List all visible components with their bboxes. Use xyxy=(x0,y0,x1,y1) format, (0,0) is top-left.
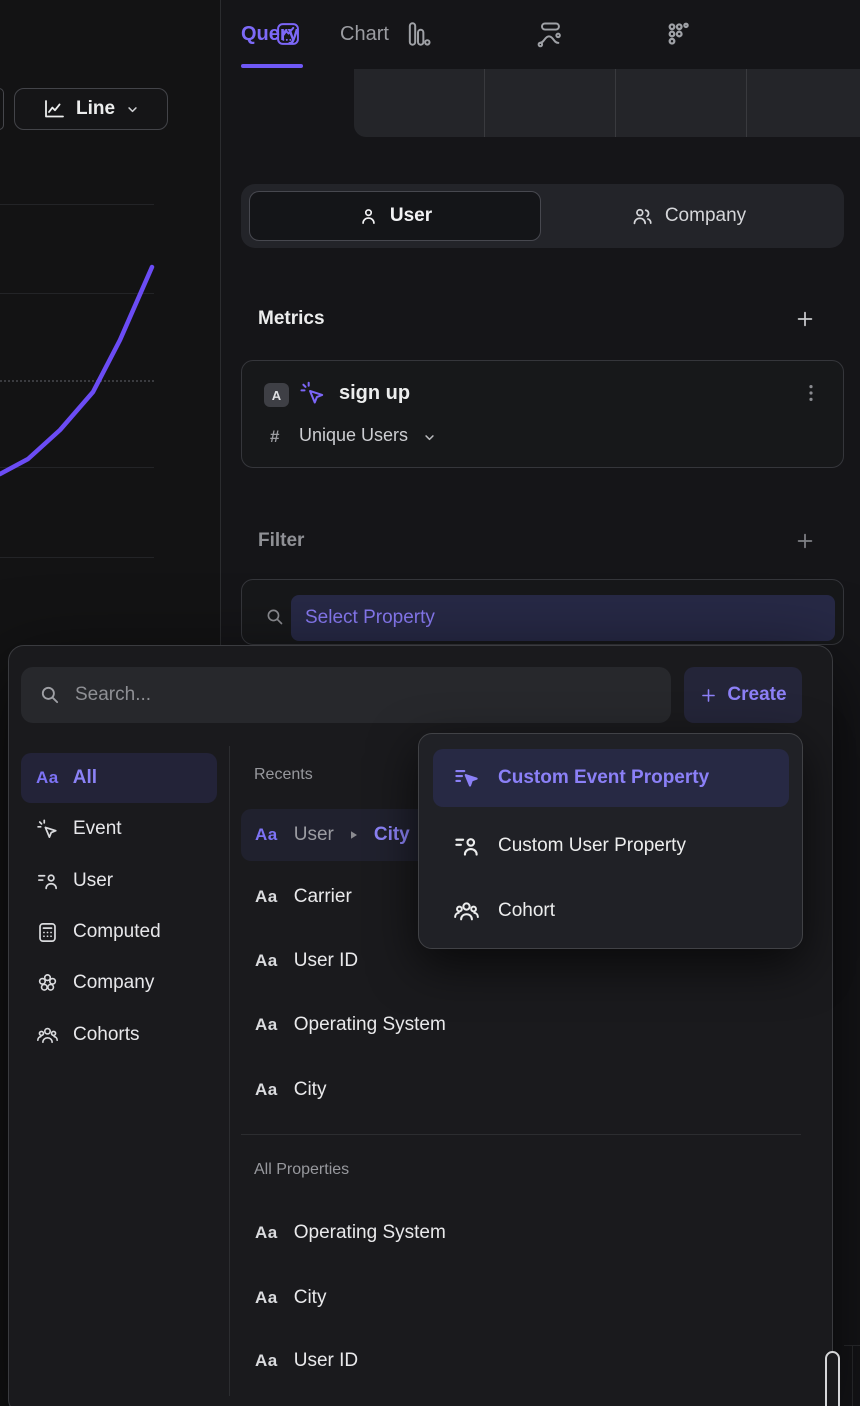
chevron-down-icon xyxy=(125,102,140,117)
picker-divider xyxy=(229,746,230,1396)
metrics-heading: Metrics xyxy=(258,308,325,329)
retention-tab-icon[interactable] xyxy=(665,20,693,48)
cropped-button-fragment xyxy=(0,88,4,130)
person-icon xyxy=(358,206,379,227)
funnels-tab-icon[interactable] xyxy=(404,20,432,48)
flows-tab-icon[interactable] xyxy=(535,20,563,48)
chart-type-label: Line xyxy=(75,98,116,119)
category-event[interactable]: Event xyxy=(21,804,217,854)
create-custom-event-property[interactable]: Custom Event Property xyxy=(433,749,789,807)
recents-heading: Recents xyxy=(254,766,313,783)
filter-card: Select Property xyxy=(241,579,844,645)
chart-gridline xyxy=(0,204,154,205)
cohort-icon xyxy=(453,898,480,925)
aa-type-icon: Aa xyxy=(255,951,278,970)
background-card-edge xyxy=(852,1345,853,1406)
chart-gridline xyxy=(0,293,154,294)
chart-type-tabs-strip xyxy=(354,69,860,137)
tab-chart[interactable]: Chart xyxy=(340,23,389,45)
recent-property[interactable]: Aa City xyxy=(255,1079,327,1100)
toggle-user-label: User xyxy=(389,205,433,226)
toggle-user[interactable]: User xyxy=(249,191,541,241)
company-icon xyxy=(36,972,59,995)
list-section-divider xyxy=(241,1134,801,1135)
people-icon xyxy=(631,205,654,228)
tab-query[interactable]: Query xyxy=(241,23,299,45)
metric-letter-badge: A xyxy=(264,383,289,407)
plus-icon xyxy=(699,686,718,705)
chart-type-dropdown[interactable]: Line xyxy=(14,88,168,130)
user-property-icon xyxy=(36,870,59,893)
all-property[interactable]: Aa City xyxy=(255,1287,327,1308)
chevron-down-icon xyxy=(422,430,437,445)
kebab-menu-icon[interactable] xyxy=(799,381,823,405)
aa-type-icon: Aa xyxy=(255,1223,278,1242)
custom-user-property-icon xyxy=(453,833,480,860)
aa-type-icon: Aa xyxy=(255,1015,278,1034)
create-custom-user-property[interactable]: Custom User Property xyxy=(433,820,789,872)
picker-search-box xyxy=(21,667,671,723)
picker-search-input[interactable] xyxy=(73,667,653,723)
aa-type-icon: Aa xyxy=(255,887,278,906)
chart-gridline xyxy=(0,467,154,468)
chart-gridline xyxy=(0,557,154,558)
recent-property[interactable]: Aa Carrier xyxy=(255,886,352,907)
cohorts-icon xyxy=(36,1024,59,1047)
chart-canvas: Line xyxy=(0,0,220,645)
add-metric-button[interactable] xyxy=(794,308,816,330)
recent-property[interactable]: Aa Operating System xyxy=(255,1014,446,1035)
all-properties-heading: All Properties xyxy=(254,1161,350,1178)
aa-type-icon: Aa xyxy=(255,1288,278,1307)
aa-type-icon: Aa xyxy=(255,1351,278,1370)
all-property[interactable]: Aa Operating System xyxy=(255,1222,446,1243)
aa-type-icon: Aa xyxy=(36,768,59,787)
create-cohort[interactable]: Cohort xyxy=(433,885,789,937)
entity-toggle: User Company xyxy=(241,184,844,248)
all-property[interactable]: Aa User ID xyxy=(255,1350,359,1371)
event-icon xyxy=(299,380,326,407)
breadcrumb-arrow-icon xyxy=(350,830,358,840)
event-icon xyxy=(36,818,59,841)
active-tab-underline xyxy=(241,64,303,68)
create-menu: Custom Event Property Custom User Proper… xyxy=(418,733,803,949)
metric-event-name: sign up xyxy=(339,382,411,404)
insights-tab-icon[interactable] xyxy=(274,20,302,48)
toggle-company[interactable]: Company xyxy=(541,191,836,241)
create-button[interactable]: Create xyxy=(684,667,802,723)
search-icon xyxy=(264,606,285,627)
metric-card[interactable]: A sign up # Unique Users xyxy=(241,360,844,468)
select-property-placeholder: Select Property xyxy=(305,607,435,628)
category-company[interactable]: Company xyxy=(21,958,217,1008)
line-chart-icon xyxy=(42,97,66,121)
aggregation-selector[interactable]: Unique Users xyxy=(299,425,409,445)
toggle-company-label: Company xyxy=(664,205,747,226)
aggregation-symbol: # xyxy=(270,427,280,446)
scrollbar-thumb[interactable] xyxy=(825,1351,840,1406)
computed-icon xyxy=(36,921,59,944)
category-cohorts[interactable]: Cohorts xyxy=(21,1010,217,1060)
create-button-label: Create xyxy=(727,684,787,705)
filter-heading: Filter xyxy=(258,530,305,551)
search-icon xyxy=(38,683,61,706)
aa-type-icon: Aa xyxy=(255,825,278,844)
recent-property[interactable]: Aa User ID xyxy=(255,950,359,971)
select-property-field[interactable]: Select Property xyxy=(291,595,835,641)
custom-event-property-icon xyxy=(453,765,480,792)
category-user[interactable]: User xyxy=(21,856,217,906)
add-filter-button[interactable] xyxy=(794,530,816,552)
line-series xyxy=(0,264,155,477)
category-computed[interactable]: Computed xyxy=(21,907,217,957)
aa-type-icon: Aa xyxy=(255,1080,278,1099)
chart-gridline-dashed xyxy=(0,380,154,382)
category-all[interactable]: Aa All xyxy=(21,753,217,803)
